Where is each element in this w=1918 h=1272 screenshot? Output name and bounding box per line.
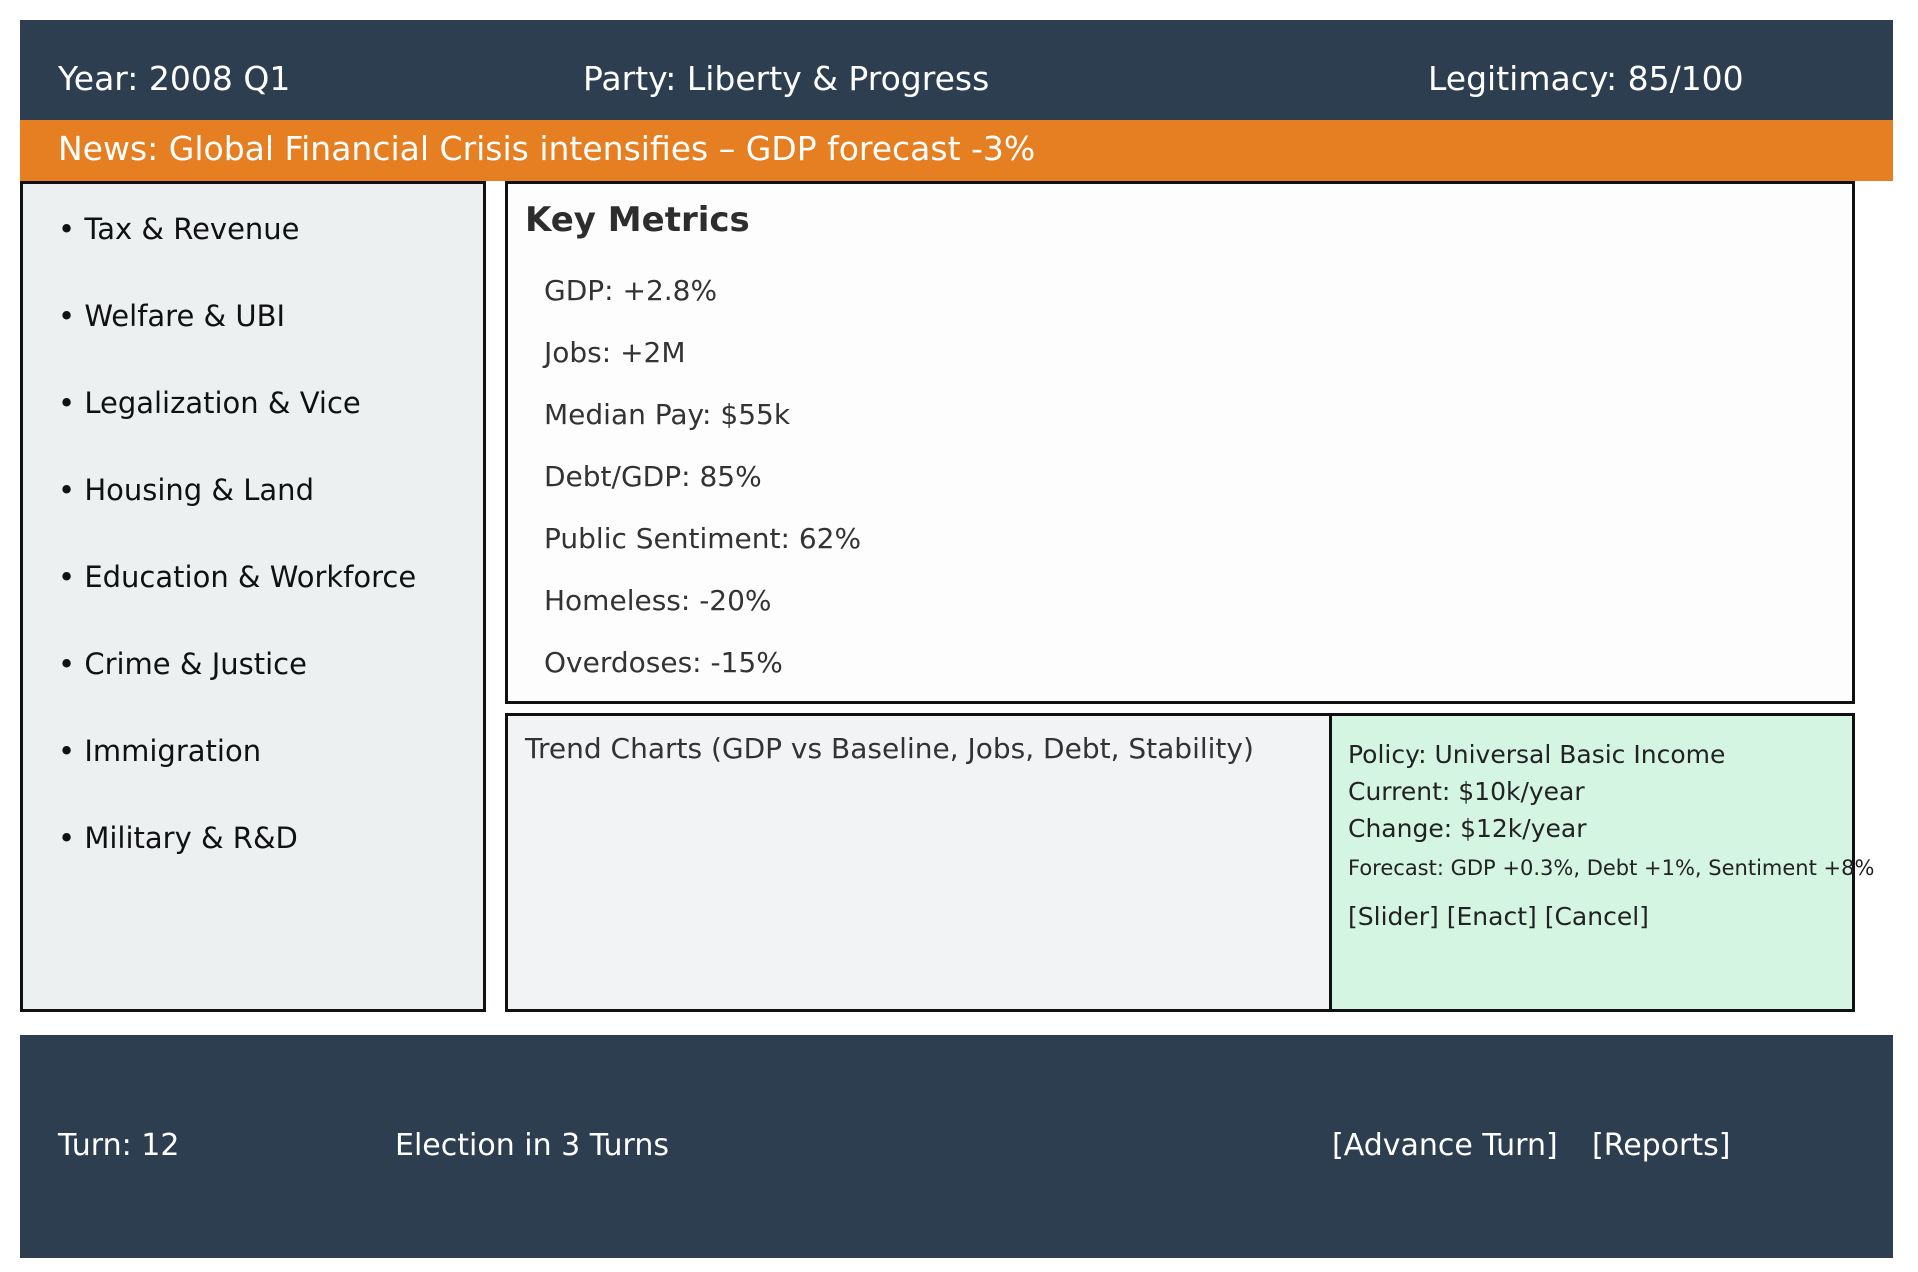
- sidebar-item-crime-justice[interactable]: • Crime & Justice: [58, 647, 307, 681]
- enact-button[interactable]: [Enact]: [1446, 902, 1537, 931]
- policy-forecast: Forecast: GDP +0.3%, Debt +1%, Sentiment…: [1348, 856, 1875, 880]
- policy-actions: [Slider] [Enact] [Cancel]: [1348, 901, 1649, 933]
- sidebar-item-military-rd[interactable]: • Military & R&D: [58, 821, 298, 855]
- sidebar-item-immigration[interactable]: • Immigration: [58, 734, 262, 768]
- reports-button[interactable]: [Reports]: [1592, 1128, 1731, 1163]
- sidebar-item-housing-land[interactable]: • Housing & Land: [58, 473, 314, 507]
- sidebar-item-welfare-ubi[interactable]: • Welfare & UBI: [58, 299, 286, 333]
- bottom-status-bar: [20, 1035, 1893, 1258]
- news-headline: News: Global Financial Crisis intensifie…: [58, 129, 1036, 168]
- sidebar-item-legalization-vice[interactable]: • Legalization & Vice: [58, 386, 361, 420]
- metric-debt-gdp: Debt/GDP: 85%: [544, 460, 762, 493]
- turn-counter: Turn: 12: [58, 1128, 180, 1163]
- metric-homeless: Homeless: -20%: [544, 584, 772, 617]
- sidebar-item-education-workforce[interactable]: • Education & Workforce: [58, 560, 417, 594]
- policy-detail-panel: [1329, 713, 1855, 1012]
- policy-category-sidebar: [20, 181, 486, 1012]
- sidebar-item-tax-revenue[interactable]: • Tax & Revenue: [58, 212, 300, 246]
- party-label: Party: Liberty & Progress: [583, 59, 990, 98]
- metric-gdp: GDP: +2.8%: [544, 274, 718, 307]
- top-status-bar: [20, 20, 1893, 120]
- news-ticker: [20, 120, 1893, 181]
- metric-public-sentiment: Public Sentiment: 62%: [544, 522, 862, 555]
- policy-name: Policy: Universal Basic Income: [1348, 740, 1726, 769]
- policy-change-value: Change: $12k/year: [1348, 814, 1587, 843]
- legitimacy-label: Legitimacy: 85/100: [1428, 59, 1744, 98]
- cancel-button[interactable]: [Cancel]: [1544, 902, 1649, 931]
- key-metrics-title: Key Metrics: [525, 200, 750, 240]
- policy-current-value: Current: $10k/year: [1348, 777, 1585, 806]
- key-metrics-panel: [505, 181, 1855, 704]
- trend-charts-title: Trend Charts (GDP vs Baseline, Jobs, Deb…: [525, 732, 1254, 765]
- election-countdown: Election in 3 Turns: [395, 1128, 669, 1163]
- metric-jobs: Jobs: +2M: [544, 336, 686, 369]
- advance-turn-button[interactable]: [Advance Turn]: [1332, 1128, 1558, 1163]
- year-label: Year: 2008 Q1: [58, 59, 291, 98]
- metric-median-pay: Median Pay: $55k: [544, 398, 791, 431]
- metric-overdoses: Overdoses: -15%: [544, 646, 783, 679]
- policy-slider[interactable]: [Slider]: [1348, 902, 1439, 931]
